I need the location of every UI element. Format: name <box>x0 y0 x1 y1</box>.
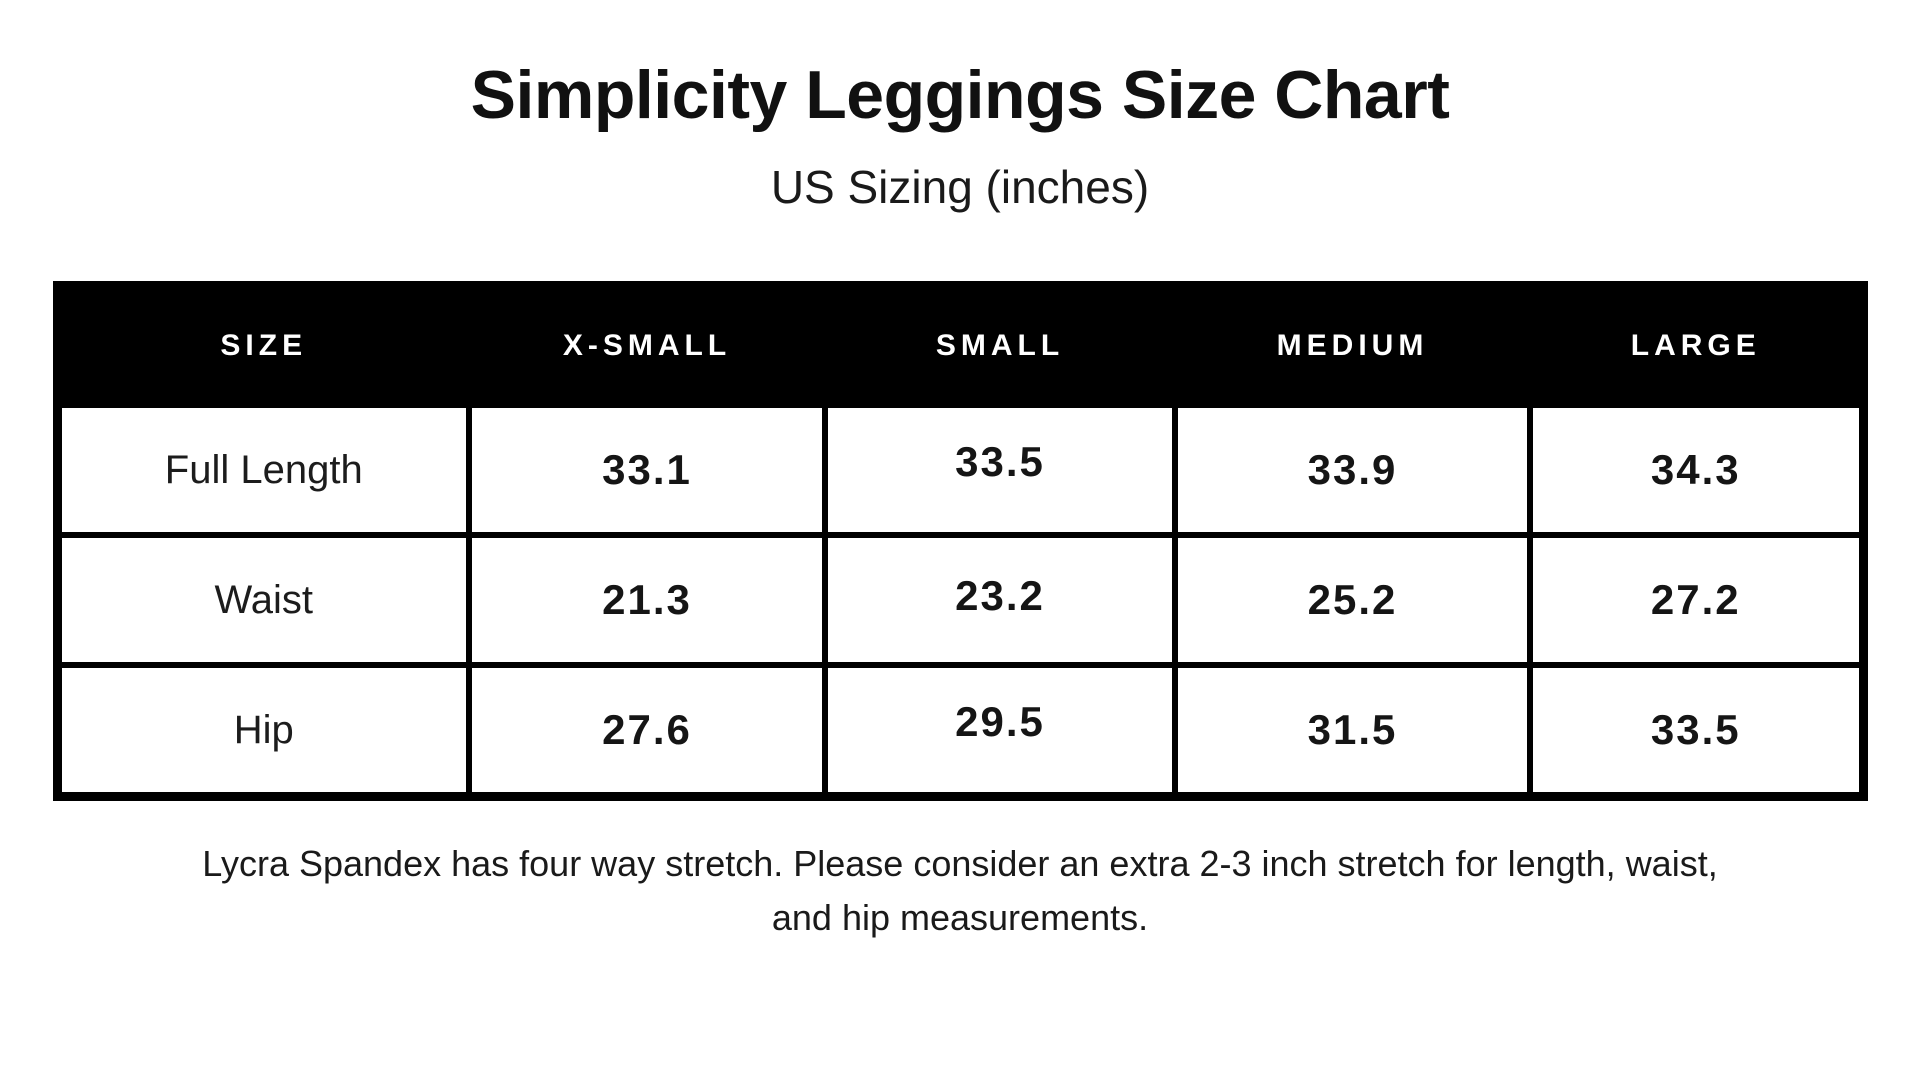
header-row: SIZE X-SMALL SMALL MEDIUM LARGE <box>54 282 1866 409</box>
stretch-footnote: Lycra Spandex has four way stretch. Plea… <box>60 837 1860 945</box>
table-row-full-length: Full Length 33.1 33.5 33.9 34.3 <box>54 402 1866 539</box>
hip-xsmall: 27.6 <box>466 662 828 800</box>
header-cell-small: SMALL <box>822 282 1178 409</box>
full-length-large: 34.3 <box>1527 402 1866 539</box>
row-label-hip: Hip <box>54 662 472 800</box>
size-chart-table: SIZE X-SMALL SMALL MEDIUM LARGE Full Len… <box>52 281 1868 802</box>
waist-medium: 25.2 <box>1172 532 1533 669</box>
header-cell-large: LARGE <box>1527 282 1866 409</box>
full-length-medium: 33.9 <box>1172 402 1533 539</box>
hip-medium: 31.5 <box>1172 662 1533 800</box>
footnote-line-2: and hip measurements. <box>771 897 1149 939</box>
row-label-full-length: Full Length <box>54 402 472 539</box>
page-subtitle: US Sizing (inches) <box>770 161 1150 214</box>
header-cell-medium: MEDIUM <box>1172 282 1533 409</box>
header-cell-size: SIZE <box>54 282 472 409</box>
table-row-hip: Hip 27.6 29.5 31.5 33.5 <box>54 662 1866 800</box>
waist-large: 27.2 <box>1527 532 1866 669</box>
waist-xsmall: 21.3 <box>466 532 828 669</box>
table-row-waist: Waist 21.3 23.2 25.2 27.2 <box>54 532 1866 669</box>
waist-small: 23.2 <box>822 532 1178 669</box>
size-chart-page: Simplicity Leggings Size Chart US Sizing… <box>0 56 1920 1080</box>
row-label-waist: Waist <box>54 532 472 669</box>
header-cell-xsmall: X-SMALL <box>466 282 828 409</box>
size-chart-header: SIZE X-SMALL SMALL MEDIUM LARGE <box>54 282 1866 409</box>
size-chart-body: Full Length 33.1 33.5 33.9 34.3 Waist 21… <box>54 402 1866 800</box>
footnote-line-1: Lycra Spandex has four way stretch. Plea… <box>202 843 1718 885</box>
page-title: Simplicity Leggings Size Chart <box>470 57 1450 133</box>
hip-large: 33.5 <box>1527 662 1866 800</box>
hip-small: 29.5 <box>822 662 1178 800</box>
full-length-xsmall: 33.1 <box>466 402 828 539</box>
full-length-small: 33.5 <box>822 402 1178 539</box>
